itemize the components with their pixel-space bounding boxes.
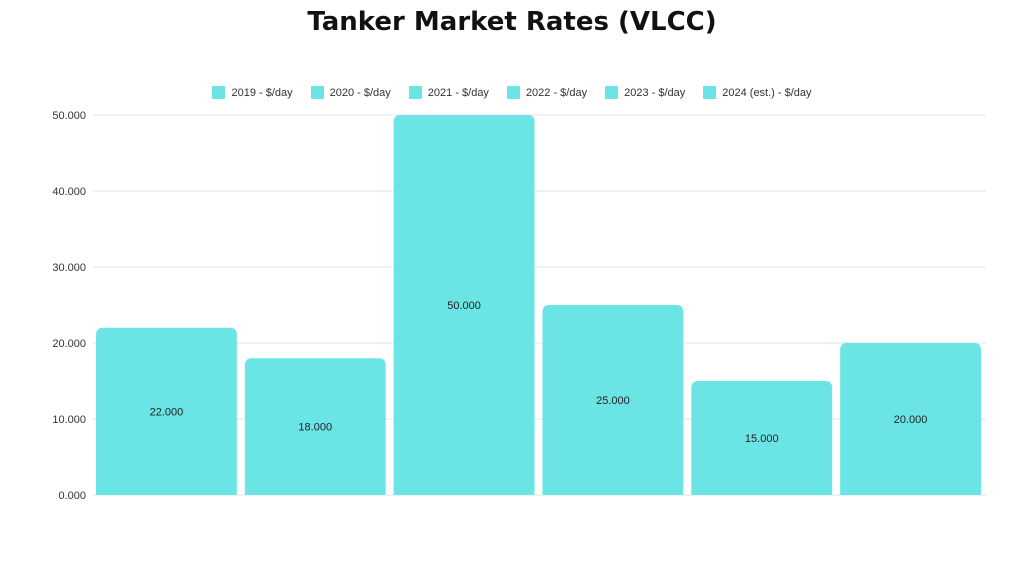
legend-swatch bbox=[506, 86, 520, 99]
data-labels: 22.000 18.000 50.000 25.000 15.000 20.000 bbox=[150, 300, 928, 445]
y-tick-label: 20.000 bbox=[52, 338, 86, 350]
legend-item[interactable]: 2024 (est.) - $/day bbox=[703, 86, 812, 99]
bar-value-label: 18.000 bbox=[298, 422, 332, 434]
y-tick-label: 0.000 bbox=[58, 490, 86, 502]
chart-title: Tanker Market Rates (VLCC) bbox=[307, 7, 717, 37]
chart-legend: 2019 - $/day 2020 - $/day 2021 - $/day 2… bbox=[0, 86, 1024, 99]
legend-label: 2024 (est.) - $/day bbox=[722, 86, 812, 99]
gridlines bbox=[93, 114, 986, 496]
legend-swatch bbox=[703, 86, 717, 99]
bar[interactable] bbox=[96, 327, 237, 495]
bars bbox=[96, 115, 981, 495]
legend-swatch bbox=[605, 86, 619, 99]
y-tick-label: 40.000 bbox=[52, 186, 86, 198]
bar[interactable] bbox=[393, 115, 535, 495]
legend-item[interactable]: 2021 - $/day bbox=[408, 86, 489, 99]
bar-value-label: 20.000 bbox=[894, 414, 928, 426]
bar-value-label: 15.000 bbox=[745, 433, 779, 445]
bar[interactable] bbox=[691, 381, 833, 495]
legend-label: 2022 - $/day bbox=[525, 86, 588, 99]
legend-item[interactable]: 2020 - $/day bbox=[310, 86, 391, 99]
bar-value-label: 50.000 bbox=[447, 300, 481, 312]
legend-swatch bbox=[212, 86, 226, 99]
bar-value-label: 25.000 bbox=[596, 395, 630, 407]
legend-swatch bbox=[408, 86, 422, 99]
y-tick-label: 30.000 bbox=[52, 262, 86, 274]
bar-value-label: 22.000 bbox=[150, 406, 184, 418]
legend-item[interactable]: 2019 - $/day bbox=[212, 86, 293, 99]
y-tick-label: 10.000 bbox=[52, 414, 86, 426]
legend-label: 2020 - $/day bbox=[329, 86, 391, 99]
y-tick-label: 50.000 bbox=[52, 110, 86, 122]
legend-label: 2023 - $/day bbox=[624, 86, 686, 99]
legend-item[interactable]: 2023 - $/day bbox=[605, 86, 685, 99]
y-axis: 0.000 10.000 20.000 30.000 40.000 50.000 bbox=[52, 110, 86, 502]
legend-label: 2019 - $/day bbox=[231, 86, 293, 99]
bar[interactable] bbox=[840, 343, 981, 495]
bar[interactable] bbox=[244, 358, 386, 495]
bar[interactable] bbox=[542, 305, 684, 495]
legend-swatch bbox=[310, 86, 324, 99]
legend-item[interactable]: 2022 - $/day bbox=[506, 86, 588, 99]
legend-label: 2021 - $/day bbox=[427, 86, 489, 99]
